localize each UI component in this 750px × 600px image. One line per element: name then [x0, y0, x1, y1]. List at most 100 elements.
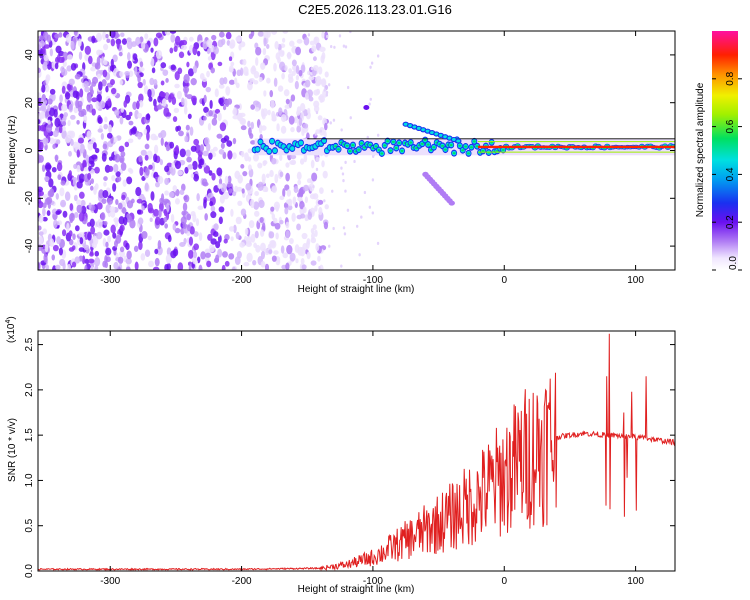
spectrogram-noise-cell	[105, 247, 112, 256]
spectrogram-noise-cell	[301, 264, 307, 270]
spectrogram-noise-cell	[110, 224, 116, 234]
spectrogram-ytick-label: 40	[24, 49, 35, 61]
spectrogram-noise-cell	[217, 183, 223, 189]
spectrogram-ridge-cell	[443, 148, 447, 151]
spectrogram-noise-cell	[203, 165, 211, 174]
spectrogram-noise-cell	[196, 193, 200, 202]
spectrogram-noise-cell	[223, 238, 228, 244]
spectrogram-noise-cell	[96, 231, 103, 240]
spectrogram-noise-cell	[266, 77, 271, 84]
spectrogram-noise-cell	[193, 173, 200, 182]
spectrogram-noise-cell	[120, 162, 127, 171]
spectrogram-noise-cell	[119, 155, 125, 164]
spectrogram-noise-cell	[55, 210, 61, 215]
spectrogram-noise-cell	[162, 69, 169, 77]
spectrogram-noise-cell	[325, 93, 329, 97]
spectrogram-noise-cell	[155, 32, 163, 39]
spectrogram-noise-cell	[160, 80, 165, 86]
spectrogram-noise-cell	[141, 176, 146, 182]
spectrogram-noise-cell	[323, 88, 326, 92]
spectrogram-noise-cell	[82, 159, 87, 168]
spectrogram-noise-cell	[38, 235, 44, 246]
spectrogram-noise-cell	[253, 201, 260, 210]
spectrogram-ridge-cell	[452, 152, 456, 155]
spectrogram-noise-cell	[89, 251, 94, 257]
spectrogram-noise-cell	[184, 88, 188, 98]
spectrogram-noise-cell	[118, 216, 125, 225]
spectrogram-noise-cell	[254, 191, 259, 197]
spectrogram-noise-cell	[96, 218, 103, 229]
spectrogram-noise-cell	[78, 212, 85, 222]
spectrogram-noise-cell	[95, 32, 103, 42]
spectrogram-noise-cell	[283, 202, 289, 209]
spectrogram-noise-cell	[102, 69, 108, 78]
spectrogram-noise-cell	[215, 241, 221, 249]
spectrogram-xlabel: Height of straight line (km)	[298, 284, 415, 295]
spectrogram-noise-cell	[121, 206, 127, 214]
spectrogram-noise-cell	[42, 207, 46, 217]
spectrogram-noise-cell	[135, 186, 142, 197]
spectrogram-noise-cell	[114, 109, 120, 116]
spectrogram-noise-cell	[117, 256, 124, 265]
spectrogram-noise-cell	[67, 54, 73, 60]
spectrogram-noise-cell	[94, 183, 99, 191]
spectrogram-noise-cell	[168, 191, 175, 198]
spectrogram-noise-cell	[226, 181, 232, 188]
spectrogram-noise-cell	[160, 62, 167, 69]
spectrogram-noise-cell	[218, 216, 223, 225]
snr-xlabel: Height of straight line (km)	[298, 584, 415, 595]
spectrogram-noise-cell	[76, 199, 82, 206]
spectrogram-noise-cell	[61, 85, 66, 94]
spectrogram-noise-cell	[162, 198, 170, 204]
spectrogram-noise-cell	[147, 88, 152, 98]
spectrogram-noise-cell	[92, 142, 97, 150]
spectrogram-noise-cell	[150, 191, 155, 201]
spectrogram-noise-cell	[245, 240, 253, 248]
spectrogram-noise-cell	[255, 46, 262, 56]
spectrogram-noise-cell	[169, 31, 177, 34]
spectrogram-noise-cell	[258, 199, 265, 209]
spectrogram-noise-cell	[363, 190, 367, 195]
spectrogram-noise-cell	[289, 252, 296, 262]
spectrogram-branch-cell	[438, 133, 443, 137]
spectrogram-noise-cell	[90, 178, 95, 185]
spectrogram-noise-cell	[295, 258, 299, 264]
spectrogram-noise-cell	[130, 127, 137, 135]
spectrogram-noise-cell	[127, 60, 133, 69]
spectrogram-noise-cell	[282, 188, 286, 198]
spectrogram-noise-cell	[165, 144, 170, 152]
spectrogram-noise-cell	[279, 50, 285, 57]
spectrogram-noise-cell	[96, 73, 102, 79]
spectrogram-noise-cell	[234, 256, 241, 266]
spectrogram-noise-cell	[262, 160, 268, 165]
spectrogram-noise-cell	[68, 230, 73, 237]
spectrogram-noise-cell	[304, 79, 311, 88]
spectrogram-noise-cell	[79, 237, 84, 245]
spectrogram-ridge-cell	[464, 145, 468, 148]
spectrogram-noise-cell	[165, 78, 169, 83]
spectrogram-noise-cell	[293, 185, 299, 194]
spectrogram-noise-cell	[244, 152, 249, 162]
spectrogram-noise-cell	[95, 99, 100, 110]
spectrogram-noise-cell	[242, 58, 247, 66]
spectrogram-noise-cell	[59, 187, 65, 197]
spectrogram-noise-cell	[322, 170, 328, 179]
spectrogram-noise-cell	[66, 222, 70, 232]
spectrogram-noise-cell	[275, 204, 279, 211]
spectrogram-noise-cell	[228, 188, 233, 194]
spectrogram-noise-cell	[270, 100, 275, 109]
spectrogram-noise-cell	[306, 132, 310, 141]
spectrogram-noise-cell	[270, 206, 275, 212]
spectrogram-branch-cell	[412, 125, 417, 129]
spectrogram-ridge-cell	[391, 140, 395, 143]
spectrogram-noise-cell	[311, 172, 318, 182]
spectrogram-noise-cell	[273, 250, 279, 255]
spectrogram-noise-cell	[73, 31, 78, 36]
spectrogram-noise-cell	[284, 184, 290, 191]
spectrogram-noise-cell	[126, 176, 133, 185]
spectrogram-noise-cell	[129, 168, 134, 174]
spectrogram-noise-cell	[49, 88, 56, 95]
spectrogram-noise-cell	[238, 103, 242, 111]
spectrogram-noise-cell	[102, 143, 108, 150]
